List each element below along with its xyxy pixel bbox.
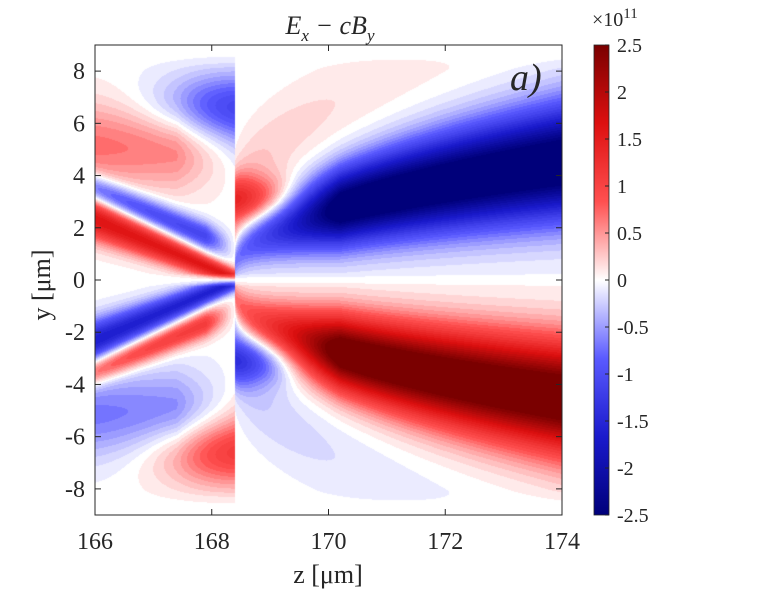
x-axis-label: z [μm] — [293, 560, 363, 589]
colorbar-tick-label: 2 — [617, 82, 627, 104]
colorbar-tick-label: -0.5 — [617, 317, 649, 339]
y-tick-label: 6 — [73, 111, 85, 137]
colorbar-scale: ×1011 — [592, 6, 638, 31]
y-tick-label: 4 — [73, 164, 85, 190]
y-tick-label: 2 — [73, 216, 85, 242]
colorbar-tick-label: 0 — [617, 270, 627, 292]
y-tick-label: -8 — [65, 477, 85, 503]
chart-title: Ex − cBy — [285, 11, 375, 45]
x-tick-label: 172 — [427, 529, 463, 555]
colorbar-tick-label: -2 — [617, 458, 634, 480]
x-tick-label: 168 — [194, 529, 230, 555]
x-tick-label: 166 — [77, 529, 113, 555]
x-axis-ticks: 166 168 170 172 174 — [77, 45, 580, 555]
colorbar-tick-label: -1.5 — [617, 411, 649, 433]
y-tick-label: -4 — [65, 372, 85, 398]
y-axis-ticks: 8 6 4 2 0 -2 -4 -6 -8 — [65, 59, 562, 503]
colorbar: 2.5 2 1.5 1 0.5 0 -0.5 -1 -1.5 -2 -2.5 ×1011 — [592, 6, 649, 527]
colorbar-tick-label: 1.5 — [617, 129, 642, 151]
x-tick-label: 174 — [544, 529, 580, 555]
y-tick-label: -2 — [65, 320, 85, 346]
y-axis-label: y [μm] — [27, 250, 56, 321]
colorbar-tick-label: -2.5 — [617, 505, 649, 527]
colorbar-tick-label: 1 — [617, 176, 627, 198]
colorbar-ticks: 2.5 2 1.5 1 0.5 0 -0.5 -1 -1.5 -2 -2.5 — [605, 35, 649, 527]
y-tick-label: -6 — [65, 425, 85, 451]
panel-label: a) — [510, 57, 542, 99]
x-tick-label: 170 — [311, 529, 347, 555]
colorbar-tick-label: 2.5 — [617, 35, 642, 57]
plot-area — [94, 44, 563, 516]
y-tick-label: 8 — [73, 59, 85, 85]
y-tick-label: 0 — [73, 268, 85, 294]
colorbar-tick-label: -1 — [617, 364, 634, 386]
heatmap-canvas — [95, 45, 562, 515]
colorbar-tick-label: 0.5 — [617, 223, 642, 245]
